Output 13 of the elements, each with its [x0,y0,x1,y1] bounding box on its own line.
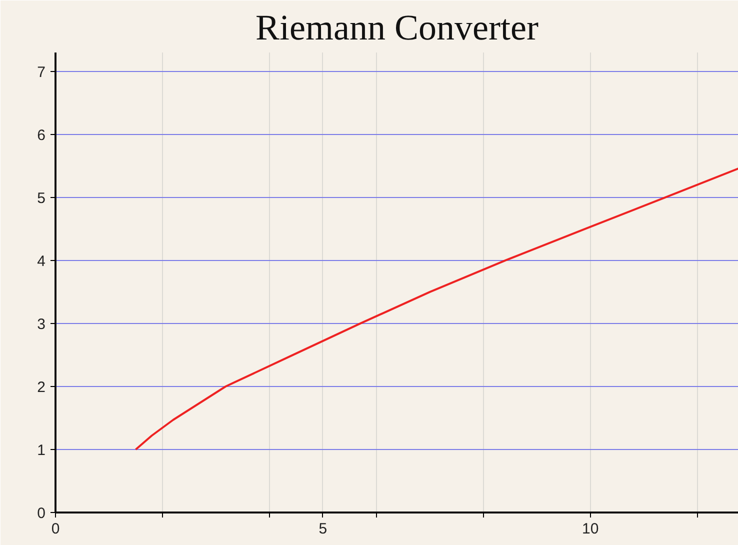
line-series [134,167,738,450]
y-tick-label: 2 [37,378,46,396]
x-tick-label: 5 [318,520,328,538]
y-tick-label: 3 [37,316,46,333]
y-tick-label: 5 [37,190,46,207]
y-tick-label: 4 [37,252,46,270]
x-tick-label: 0 [51,520,60,538]
chart-title: Riemann Converter [256,8,538,48]
y-tick-label: 6 [37,126,46,144]
x-tick-label: 10 [582,520,599,538]
y-tick-label: 0 [37,505,46,522]
y-tick-label: 1 [37,442,46,459]
y-tick-label: 7 [37,64,46,81]
